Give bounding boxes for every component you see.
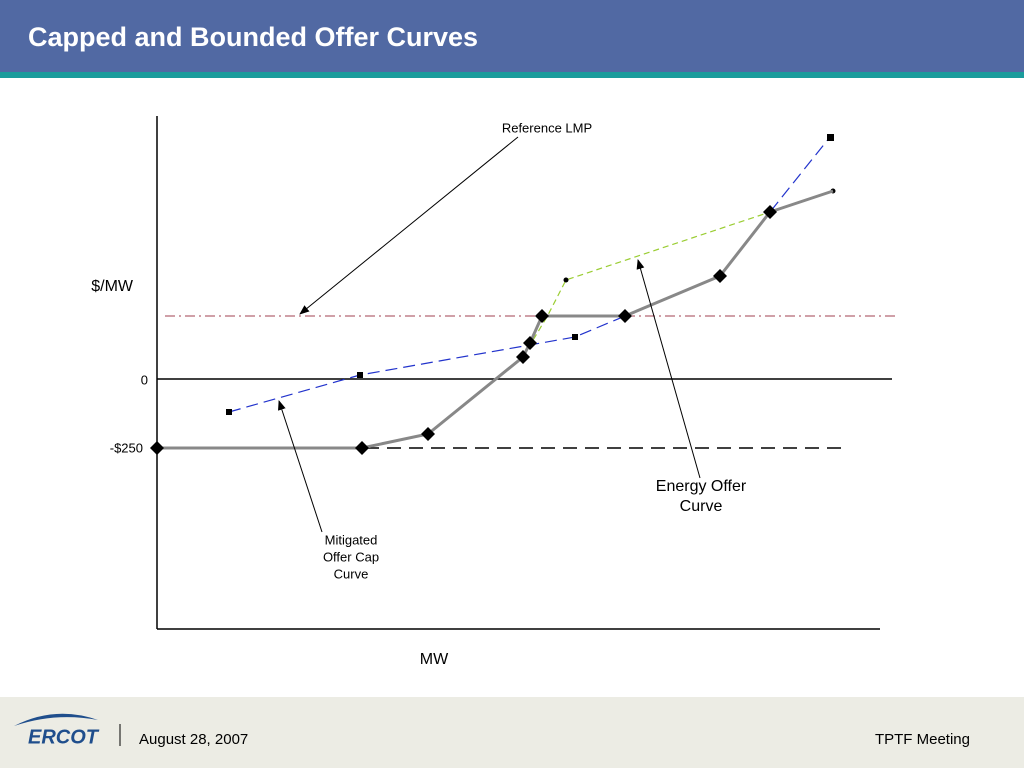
- header-stripe: [0, 72, 1024, 78]
- footer-bar: [0, 697, 1024, 768]
- bounded-curve: [157, 189, 834, 450]
- logo-swoosh: [14, 713, 98, 726]
- y-axis-label: $/MW: [91, 278, 134, 295]
- x-axis-label: MW: [420, 651, 449, 668]
- offer-point: [563, 277, 569, 283]
- bounded-points: [150, 205, 777, 455]
- header-bar: [0, 0, 1024, 72]
- arrow: [299, 136, 519, 315]
- annotation: Curve: [334, 566, 369, 581]
- footer-meeting: TPTF Meeting: [875, 731, 970, 748]
- energy-offer-curve: [361, 190, 834, 449]
- annotation: Mitigated: [325, 532, 378, 547]
- annotation: Curve: [680, 498, 723, 515]
- arrow: [278, 400, 323, 533]
- tick-label: 0: [141, 372, 148, 387]
- footer-date: August 28, 2007: [139, 731, 248, 748]
- mitigated-cap-curve: [228, 136, 831, 413]
- annotation: Reference LMP: [502, 120, 592, 135]
- annotation: Offer Cap: [323, 549, 379, 564]
- annotation: Energy Offer: [656, 478, 747, 495]
- slide-title: Capped and Bounded Offer Curves: [28, 22, 478, 52]
- logo: ERCOT: [28, 726, 100, 748]
- arrow: [636, 259, 701, 479]
- tick-label: -$250: [110, 440, 143, 455]
- cap-points: [226, 134, 834, 415]
